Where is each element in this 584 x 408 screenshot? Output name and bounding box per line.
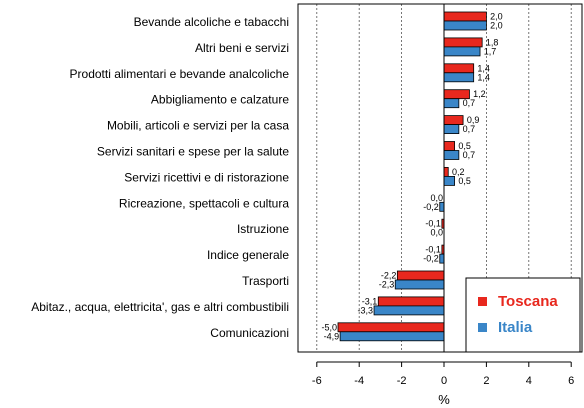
category-label-7: Ricreazione, spettacoli e cultura [119, 196, 289, 210]
bar-toscana-4 [443, 115, 464, 125]
data-label-toscana-2: 1,4 [477, 63, 490, 73]
bar-toscana-0 [443, 11, 487, 22]
bar-toscana-11 [377, 296, 445, 307]
data-label-toscana-5: 0,5 [458, 141, 471, 151]
data-label-italia-4: 0,7 [463, 124, 476, 134]
category-label-1: Altri beni e servizi [195, 41, 289, 55]
bar-italia-12 [339, 331, 445, 342]
legend: Toscana Italia [465, 277, 581, 353]
bar-toscana-6 [443, 166, 449, 177]
bar-toscana-2 [443, 63, 475, 74]
data-label-toscana-9: -0,1 [425, 245, 441, 255]
data-label-italia-7: -0,2 [423, 202, 439, 212]
data-label-toscana-3: 1,2 [473, 89, 486, 99]
bar-italia-10 [394, 279, 445, 290]
data-label-italia-9: -0,2 [423, 254, 439, 264]
category-label-10: Trasporti [242, 274, 289, 288]
bar-italia-2 [443, 72, 475, 83]
category-label-5: Servizi sanitari e spese per la salute [97, 145, 289, 159]
bar-italia-0 [443, 20, 487, 31]
data-label-italia-5: 0,7 [463, 150, 476, 160]
data-label-toscana-4: 0,9 [467, 115, 480, 125]
category-label-2: Prodotti alimentari e bevande analcolich… [70, 67, 290, 81]
x-tick-label-3: 0 [441, 375, 447, 387]
data-label-italia-10: -2,3 [379, 280, 395, 290]
category-label-6: Servizi ricettivi e di ristorazione [124, 170, 289, 184]
bar-toscana-5 [443, 141, 456, 151]
x-tick-label-0: -6 [312, 375, 322, 387]
bar-italia-11 [373, 305, 445, 316]
bars [337, 11, 487, 342]
bar-toscana-10 [396, 270, 445, 281]
legend-swatch-italia [478, 323, 487, 332]
x-axis-label: % [438, 392, 450, 407]
x-tick-label-2: -2 [397, 375, 407, 387]
legend-label-italia: Italia [498, 319, 533, 336]
x-tick-label-4: 2 [483, 375, 489, 387]
data-label-italia-3: 0,7 [463, 98, 476, 108]
data-label-toscana-11: -3,1 [362, 296, 378, 306]
bar-italia-9 [439, 253, 445, 264]
data-label-italia-6: 0,5 [458, 176, 471, 186]
bar-italia-1 [443, 46, 481, 57]
bar-italia-3 [443, 98, 460, 109]
category-label-4: Mobili, articoli e servizi per la casa [107, 119, 289, 133]
data-label-toscana-1: 1,8 [486, 37, 499, 47]
bar-italia-5 [443, 150, 460, 160]
grid-lines [316, 4, 572, 352]
data-label-toscana-6: 0,2 [452, 167, 465, 177]
data-label-toscana-0: 2,0 [490, 12, 503, 22]
category-label-12: Comunicazioni [210, 326, 289, 340]
x-axis: -6 -4 -2 0 2 4 6 [312, 361, 574, 387]
data-label-italia-11: -3,3 [358, 305, 374, 315]
data-label-toscana-8: -0,1 [425, 219, 441, 229]
x-tick-label-6: 6 [568, 375, 574, 387]
data-label-toscana-7: 0,0 [430, 193, 443, 203]
data-label-italia-12: -4,9 [324, 331, 340, 341]
data-label-italia-1: 1,7 [484, 46, 497, 56]
legend-swatch-toscana [478, 297, 487, 306]
category-labels: Bevande alcoliche e tabacchi Altri beni e… [31, 15, 289, 340]
data-label-italia-0: 2,0 [490, 21, 503, 31]
data-labels: 2,02,01,81,71,41,41,20,70,90,70,50,70,20… [321, 12, 502, 342]
bar-italia-4 [443, 124, 460, 134]
category-label-0: Bevande alcoliche e tabacchi [134, 15, 289, 29]
bar-toscana-12 [337, 322, 445, 333]
plot-border [297, 3, 583, 353]
category-label-3: Abbigliamento e calzature [151, 93, 289, 107]
legend-label-toscana: Toscana [498, 293, 558, 310]
category-label-9: Indice generale [207, 248, 289, 262]
bar-toscana-1 [443, 37, 483, 48]
data-label-toscana-12: -5,0 [321, 322, 337, 332]
x-tick-label-5: 4 [526, 375, 532, 387]
legend-box [465, 277, 581, 353]
category-label-11: Abitaz., acqua, elettricita', gas e altr… [31, 300, 289, 314]
data-label-italia-2: 1,4 [477, 72, 490, 82]
bar-italia-6 [443, 175, 456, 186]
x-tick-label-1: -4 [354, 375, 364, 387]
bar-italia-7 [439, 201, 445, 212]
plot-frame [297, 3, 583, 353]
data-label-italia-8: 0,0 [430, 228, 443, 238]
category-label-8: Istruzione [237, 222, 289, 236]
data-label-toscana-10: -2,2 [381, 271, 397, 281]
